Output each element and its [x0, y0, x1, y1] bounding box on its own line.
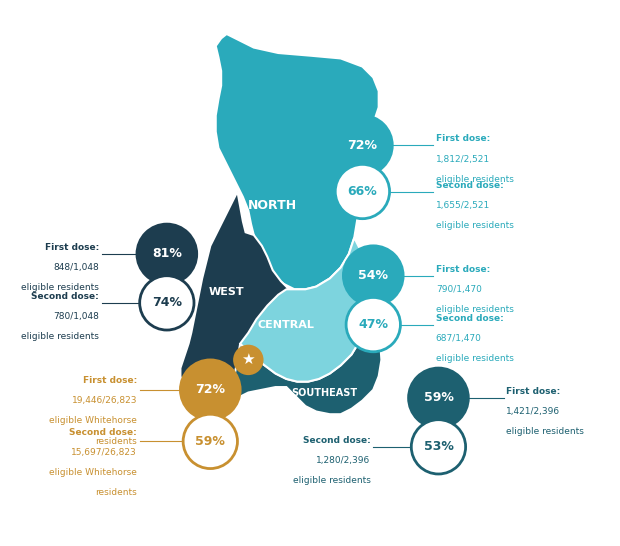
Circle shape — [346, 298, 401, 352]
Polygon shape — [216, 34, 379, 289]
Text: 1,655/2,521: 1,655/2,521 — [436, 201, 490, 210]
Circle shape — [180, 360, 240, 420]
Text: 1,812/2,521: 1,812/2,521 — [436, 155, 490, 164]
Text: First dose:: First dose: — [82, 376, 137, 385]
Text: 19,446/26,823: 19,446/26,823 — [71, 396, 137, 405]
Text: 72%: 72% — [195, 383, 225, 396]
Text: eligible Whitehorse: eligible Whitehorse — [49, 468, 137, 477]
Text: 59%: 59% — [423, 391, 453, 405]
Text: 47%: 47% — [358, 318, 388, 331]
Text: eligible residents: eligible residents — [436, 354, 513, 363]
Text: 59%: 59% — [195, 435, 225, 448]
Text: eligible Whitehorse: eligible Whitehorse — [49, 417, 137, 425]
Circle shape — [137, 224, 197, 284]
Circle shape — [343, 246, 403, 306]
Text: 790/1,470: 790/1,470 — [436, 285, 482, 294]
Text: 687/1,470: 687/1,470 — [436, 334, 482, 343]
Polygon shape — [240, 238, 368, 382]
Text: eligible residents: eligible residents — [436, 305, 513, 314]
Text: WEST: WEST — [209, 287, 244, 297]
Text: 15,697/26,823: 15,697/26,823 — [71, 448, 137, 457]
Polygon shape — [226, 287, 381, 414]
Text: 1,421/2,396: 1,421/2,396 — [507, 407, 560, 416]
Text: Second dose:: Second dose: — [303, 436, 371, 445]
Text: 54%: 54% — [358, 269, 388, 282]
Text: 72%: 72% — [347, 139, 378, 152]
Circle shape — [411, 420, 466, 474]
Circle shape — [233, 345, 264, 375]
Circle shape — [335, 164, 389, 219]
Text: 66%: 66% — [348, 185, 378, 198]
Polygon shape — [180, 192, 294, 398]
Text: 74%: 74% — [152, 296, 182, 310]
Text: CENTRAL: CENTRAL — [258, 319, 315, 330]
Text: First dose:: First dose: — [507, 387, 560, 396]
Text: 780/1,048: 780/1,048 — [53, 312, 99, 321]
Text: residents: residents — [95, 488, 137, 497]
Text: eligible residents: eligible residents — [507, 428, 584, 436]
Text: residents: residents — [95, 436, 137, 446]
Circle shape — [183, 414, 237, 468]
Text: Second dose:: Second dose: — [69, 428, 137, 437]
Text: ★: ★ — [242, 352, 255, 367]
Text: 53%: 53% — [423, 440, 453, 453]
Text: Second dose:: Second dose: — [436, 181, 503, 189]
Text: First dose:: First dose: — [436, 265, 490, 274]
Text: eligible residents: eligible residents — [21, 283, 99, 292]
Text: 848/1,048: 848/1,048 — [53, 263, 99, 272]
Text: eligible residents: eligible residents — [436, 175, 513, 183]
Text: NORTH: NORTH — [248, 199, 298, 212]
Text: eligible residents: eligible residents — [293, 476, 371, 485]
Circle shape — [332, 115, 392, 175]
Circle shape — [409, 368, 468, 428]
Text: SOUTHEAST: SOUTHEAST — [291, 388, 358, 397]
Text: First dose:: First dose: — [45, 243, 99, 252]
Text: 81%: 81% — [152, 247, 182, 260]
Text: First dose:: First dose: — [436, 134, 490, 144]
Text: 1,280/2,396: 1,280/2,396 — [316, 456, 371, 465]
Circle shape — [140, 276, 194, 330]
Text: Second dose:: Second dose: — [436, 314, 503, 323]
Text: eligible residents: eligible residents — [436, 221, 513, 230]
Text: eligible residents: eligible residents — [21, 332, 99, 341]
Text: Second dose:: Second dose: — [31, 292, 99, 301]
